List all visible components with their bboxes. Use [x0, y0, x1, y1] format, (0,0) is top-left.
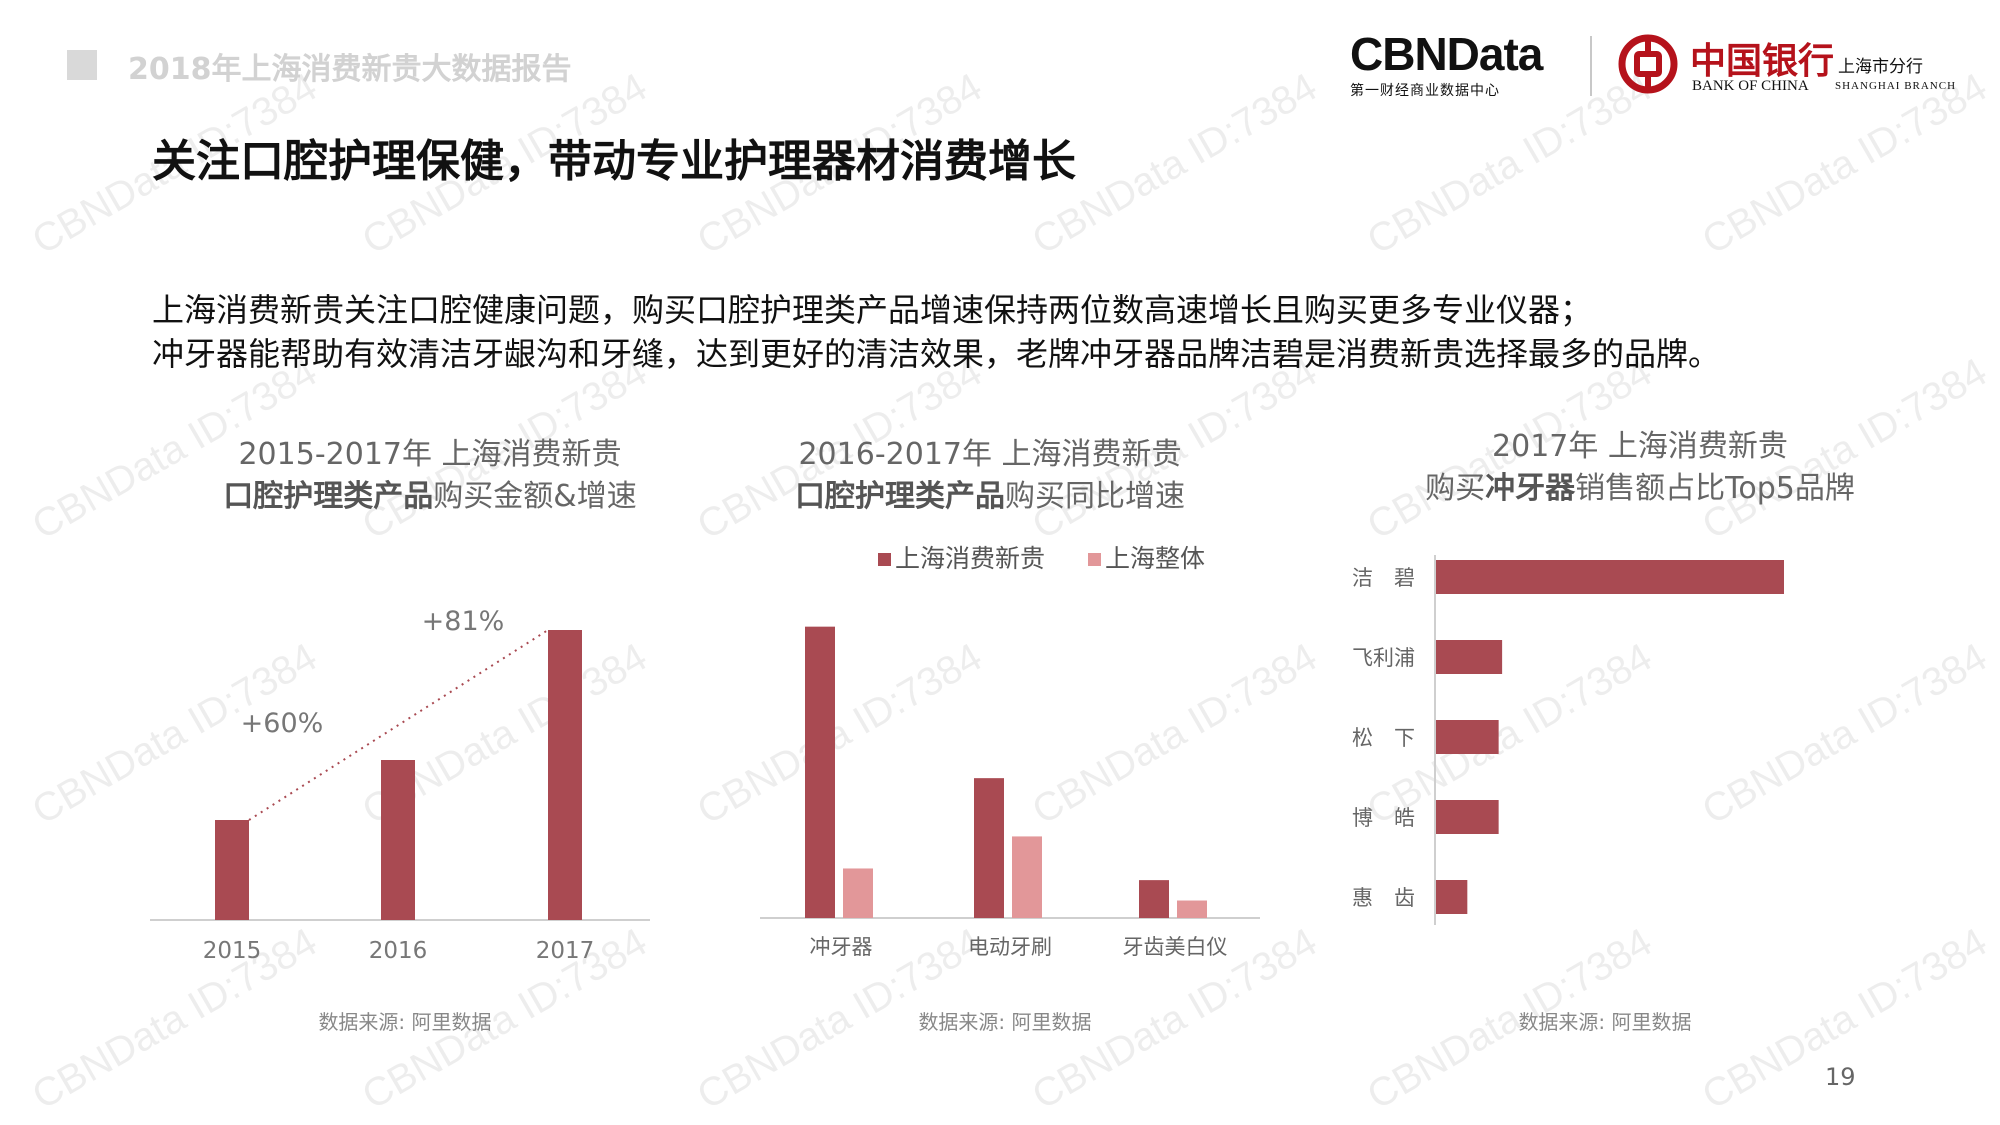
chart3-bar-4: [1436, 800, 1499, 834]
description: 上海消费新贵关注口腔健康问题，购买口腔护理类产品增速保持两位数高速增长且购买更多…: [152, 288, 1720, 376]
cbndata-logo-text: CBNData: [1350, 28, 1543, 80]
chart3-title-line1: 2017年 上海消费新贵: [1492, 429, 1788, 464]
chart2-legend-swatch-2: [1088, 553, 1101, 566]
chart1-tick-2016: 2016: [369, 938, 428, 964]
chart3-source: 数据来源: 阿里数据: [1518, 1010, 1692, 1034]
chart2-bar-电动牙刷-上海消费新贵: [974, 778, 1004, 918]
chart2-bar-冲牙器-上海整体: [843, 868, 873, 918]
chart3-tick-5: 惠 齿: [1352, 886, 1415, 910]
chart3-bar-2: [1436, 640, 1503, 674]
chart3-title-pre: 购买: [1425, 471, 1486, 506]
chart1-growth-label-1: +60%: [241, 708, 324, 739]
chart1-source: 数据来源: 阿里数据: [318, 1010, 492, 1034]
chart3-tick-1: 洁 碧: [1352, 566, 1415, 590]
chart2-title-line2: 口腔护理类产品购买同比增速: [710, 476, 1270, 518]
chart1-bar-2015: [215, 820, 249, 920]
chart2-bar-电动牙刷-上海整体: [1012, 836, 1042, 918]
chart3-tick-2: 飞利浦: [1352, 646, 1415, 670]
chart1-tick-2015: 2015: [203, 938, 262, 964]
chart3-bar-3: [1436, 720, 1499, 754]
cbndata-logo-subtitle: 第一财经商业数据中心: [1350, 83, 1500, 99]
chart2-legend-label-1: 上海消费新贵: [895, 544, 1045, 573]
page-title: 关注口腔护理保健，带动专业护理器材消费增长: [152, 136, 1076, 187]
chart2-legend-label-2: 上海整体: [1105, 544, 1205, 573]
chart3-bar-5: [1436, 880, 1468, 914]
chart3-tick-3: 松 下: [1352, 726, 1415, 750]
description-line-1: 上海消费新贵关注口腔健康问题，购买口腔护理类产品增速保持两位数高速增长且购买更多…: [152, 291, 1593, 329]
chart3-title-line2: 购买冲牙器销售额占比Top5品牌: [1360, 468, 1920, 510]
logo-divider: [1590, 36, 1592, 96]
chart2-bar-冲牙器-上海消费新贵: [805, 626, 835, 918]
chart2-bar-牙齿美白仪-上海整体: [1177, 900, 1207, 918]
chart2-tick-电动牙刷: 电动牙刷: [968, 935, 1052, 959]
chart3-bar-1: [1436, 560, 1784, 594]
chart3-tick-4: 博 皓: [1352, 806, 1415, 830]
boc-branch-english: SHANGHAI BRANCH: [1835, 80, 1957, 92]
chart2-title-line1: 2016-2017年 上海消费新贵: [798, 437, 1182, 472]
boc-logo-english: BANK OF CHINA: [1692, 78, 1809, 94]
chart2-bar-牙齿美白仪-上海消费新贵: [1139, 880, 1169, 918]
chart1-title-line1: 2015-2017年 上海消费新贵: [238, 437, 622, 472]
chart2-title-bold: 口腔护理类产品: [795, 479, 1005, 514]
chart2-title-rest: 购买同比增速: [1005, 479, 1185, 514]
cbndata-logo: CBNData 第一财经商业数据中心: [1350, 28, 1543, 100]
chart2-title: 2016-2017年 上海消费新贵 口腔护理类产品购买同比增速: [710, 434, 1270, 518]
chart1-bar-2016: [381, 760, 415, 920]
boc-logo-chinese: 中国银行: [1690, 40, 1835, 82]
chart2-tick-牙齿美白仪: 牙齿美白仪: [1123, 935, 1228, 959]
chart1-growth-label-2: +81%: [422, 606, 505, 637]
boc-emblem-icon: [1618, 34, 1678, 94]
chart1-trend-line: [248, 629, 549, 821]
chart1-tick-2017: 2017: [536, 938, 595, 964]
page-number: 19: [1825, 1063, 1856, 1091]
boc-branch-chinese: 上海市分行: [1838, 57, 1923, 77]
chart2-source: 数据来源: 阿里数据: [918, 1010, 1092, 1034]
header-square-icon: [67, 50, 97, 80]
chart1-title-bold: 口腔护理类产品: [223, 479, 434, 514]
chart1-title-rest: 购买金额&增速: [433, 479, 637, 514]
chart1-title: 2015-2017年 上海消费新贵 口腔护理类产品购买金额&增速: [150, 434, 710, 518]
chart2-tick-冲牙器: 冲牙器: [810, 935, 873, 959]
chart2-legend-swatch-1: [878, 553, 891, 566]
chart1-title-line2: 口腔护理类产品购买金额&增速: [150, 476, 710, 518]
description-line-2: 冲牙器能帮助有效清洁牙龈沟和牙缝，达到更好的清洁效果，老牌冲牙器品牌洁碧是消费新…: [152, 335, 1721, 373]
chart1-bar-2017: [548, 630, 582, 920]
chart3-title-bold: 冲牙器: [1485, 471, 1576, 506]
chart3-title-rest: 销售额占比Top5品牌: [1575, 471, 1855, 506]
chart3-title: 2017年 上海消费新贵 购买冲牙器销售额占比Top5品牌: [1360, 426, 1920, 510]
report-title: 2018年上海消费新贵大数据报告: [128, 52, 572, 87]
